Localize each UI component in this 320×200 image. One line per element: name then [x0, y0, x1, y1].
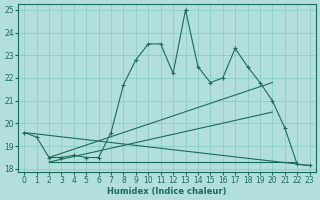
X-axis label: Humidex (Indice chaleur): Humidex (Indice chaleur)	[107, 187, 227, 196]
